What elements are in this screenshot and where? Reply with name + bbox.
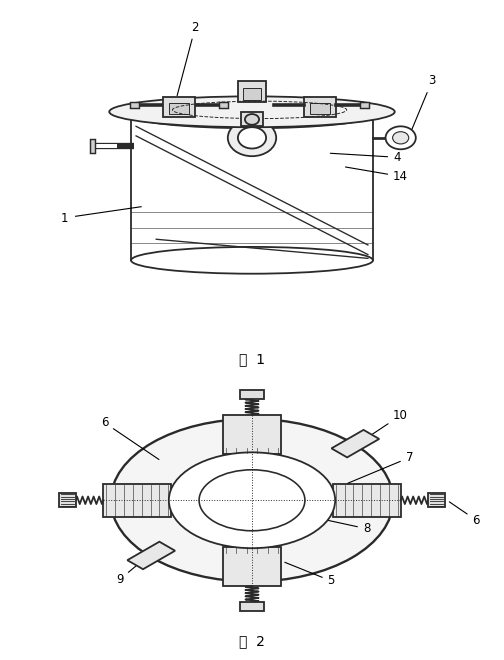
- Circle shape: [386, 126, 416, 149]
- Bar: [333, 484, 401, 517]
- Circle shape: [169, 452, 335, 548]
- Ellipse shape: [131, 247, 373, 274]
- Bar: [238, 81, 266, 102]
- Text: 图  1: 图 1: [239, 352, 265, 367]
- Text: 1: 1: [60, 212, 68, 225]
- Bar: [223, 414, 281, 454]
- Circle shape: [111, 419, 393, 581]
- Bar: [428, 493, 445, 508]
- Bar: [240, 390, 264, 399]
- Circle shape: [228, 119, 276, 156]
- Text: 6: 6: [101, 416, 159, 459]
- Text: 5: 5: [285, 562, 335, 587]
- Text: 图  2: 图 2: [239, 634, 265, 649]
- Bar: [241, 112, 263, 126]
- Text: 4: 4: [330, 150, 401, 164]
- Text: 14: 14: [345, 167, 408, 183]
- Bar: [360, 102, 369, 108]
- Bar: [169, 103, 189, 114]
- Text: 8: 8: [305, 515, 370, 535]
- Text: 3: 3: [412, 74, 436, 129]
- Bar: [103, 484, 171, 517]
- Text: 7: 7: [348, 451, 413, 483]
- Circle shape: [245, 114, 259, 125]
- Bar: [163, 97, 195, 117]
- Bar: [240, 602, 264, 611]
- Text: 9: 9: [116, 557, 147, 586]
- Bar: [223, 546, 281, 586]
- Circle shape: [238, 127, 266, 148]
- Bar: [243, 88, 261, 100]
- Bar: [304, 97, 336, 117]
- Ellipse shape: [131, 102, 373, 128]
- Circle shape: [393, 132, 409, 144]
- Bar: [130, 102, 139, 108]
- Text: 2: 2: [177, 20, 199, 96]
- Polygon shape: [332, 430, 379, 457]
- Bar: [90, 139, 95, 153]
- Text: 10: 10: [363, 409, 408, 441]
- Bar: [59, 493, 76, 508]
- Bar: [310, 103, 330, 114]
- Ellipse shape: [109, 96, 395, 127]
- Bar: [219, 102, 228, 108]
- Text: 6: 6: [450, 502, 480, 527]
- Circle shape: [199, 470, 305, 531]
- Polygon shape: [128, 542, 175, 569]
